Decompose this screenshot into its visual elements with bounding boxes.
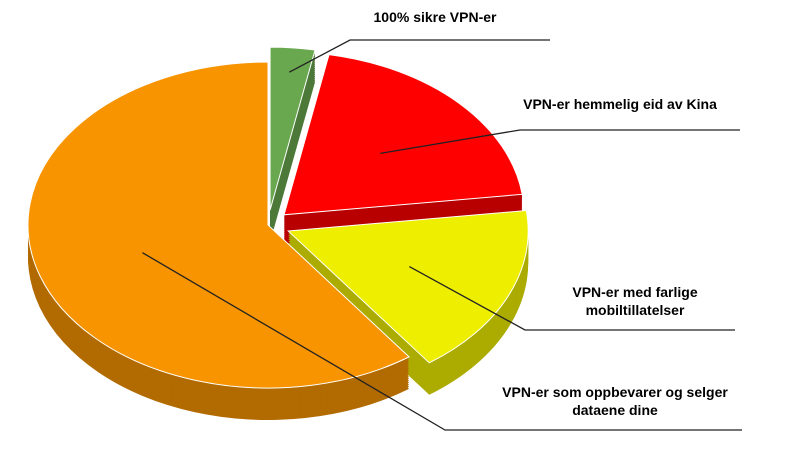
slice-label: VPN-er som oppbevarer og selger dataene … <box>502 384 728 418</box>
slice-label: VPN-er med farlige mobiltillatelser <box>572 284 698 318</box>
leader-line <box>288 39 550 73</box>
slice-label: VPN-er hemmelig eid av Kina <box>523 96 717 112</box>
slice <box>269 46 316 211</box>
leader-line <box>409 265 735 331</box>
slice <box>283 54 523 216</box>
leader-line <box>142 252 742 431</box>
leader-line <box>380 129 740 155</box>
slice <box>27 61 410 389</box>
slice-label: 100% sikre VPN-er <box>373 9 497 25</box>
slice <box>287 209 529 364</box>
